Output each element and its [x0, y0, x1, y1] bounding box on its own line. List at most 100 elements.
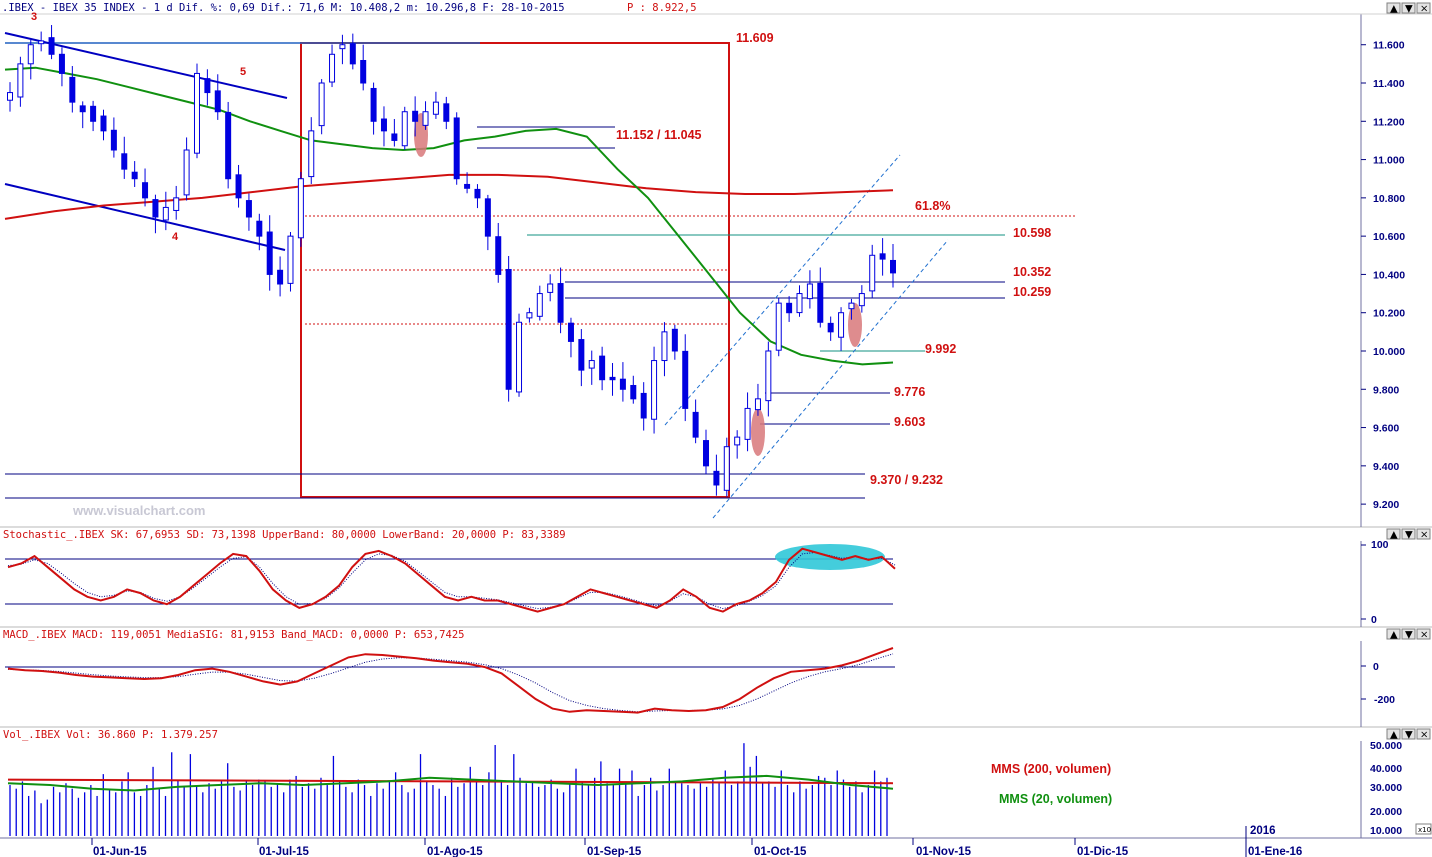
pane-up-button[interactable]: ▲	[1386, 728, 1401, 741]
level-label: 61.8%	[915, 199, 950, 213]
candle-down	[474, 188, 481, 199]
level-label: 11.152 / 11.045	[616, 128, 702, 142]
price-tick-label: 10.400	[1373, 269, 1405, 281]
price-tick-label: 9.200	[1373, 499, 1399, 511]
level-label: 10.598	[1013, 226, 1051, 240]
candle-down	[79, 105, 86, 113]
candle-up	[806, 283, 813, 300]
candle-down	[692, 411, 699, 438]
candle-up	[858, 293, 865, 307]
pane-button-glyph: ▼	[1405, 4, 1413, 15]
candle-up	[838, 312, 845, 338]
wave-label-4: 4	[172, 231, 179, 243]
candle-down	[786, 302, 793, 314]
candle-up	[27, 44, 34, 65]
price-header-p: P : 8.922,5	[627, 2, 697, 14]
candle-up	[516, 321, 523, 393]
date-label: 01-Sep-15	[587, 846, 642, 857]
pane-button-glyph: ×	[1420, 4, 1428, 15]
candle-up	[796, 293, 803, 314]
candle-up	[734, 436, 741, 446]
date-label: 01-Jul-15	[259, 846, 309, 857]
candle-down	[245, 200, 252, 218]
level-label: 11.609	[736, 31, 774, 45]
candle-down	[630, 384, 637, 400]
vol-tick: 10.000	[1370, 825, 1402, 837]
pane-button-glyph: ▲	[1390, 4, 1398, 15]
pane-close-button[interactable]: ×	[1416, 528, 1431, 541]
candle-down	[100, 115, 107, 132]
pane-button-glyph: ▲	[1390, 530, 1398, 541]
candle-down	[484, 198, 491, 237]
year-label: 2016	[1250, 825, 1276, 837]
candle-up	[588, 360, 595, 369]
candle-down	[557, 283, 564, 323]
channel-upper-line	[664, 154, 901, 426]
watermark: www.visualchart.com	[72, 503, 205, 518]
pane-down-button[interactable]: ▼	[1401, 628, 1416, 641]
macd-header: MACD_.IBEX MACD: 119,0051 MediaSIG: 81,9…	[3, 629, 464, 641]
candle-up	[651, 360, 658, 420]
macd-tick-200: -200	[1374, 694, 1395, 706]
candle-down	[879, 253, 886, 260]
candle-down	[578, 339, 585, 371]
level-label: 10.259	[1013, 285, 1051, 299]
wedge-lower-line	[4, 183, 286, 251]
candle-up	[7, 92, 13, 101]
candle-up	[297, 178, 304, 239]
level-label: 9.370 / 9.232	[870, 473, 943, 487]
wave-label-5: 5	[240, 66, 246, 78]
pane-down-button[interactable]: ▼	[1401, 2, 1416, 15]
pane-button-glyph: ▼	[1405, 630, 1413, 641]
mms200-legend: MMS (200, volumen)	[991, 762, 1111, 776]
pane-close-button[interactable]: ×	[1416, 728, 1431, 741]
pane-close-button[interactable]: ×	[1416, 628, 1431, 641]
candle-up	[869, 254, 876, 292]
pane-button-glyph: ▼	[1405, 730, 1413, 741]
pane-up-button[interactable]: ▲	[1386, 2, 1401, 15]
pane-button-glyph: ▲	[1390, 730, 1398, 741]
candle-up	[744, 407, 751, 440]
candle-up	[848, 302, 855, 310]
candle-up	[17, 63, 24, 98]
candle-up	[287, 235, 294, 284]
candle-up	[547, 283, 554, 293]
candle-down	[69, 76, 76, 103]
candle-down	[827, 322, 834, 333]
price-panel: 11.609 11.152 / 11.045 61.8% 10.598 10.3…	[4, 11, 1075, 519]
price-tick-label: 11.400	[1373, 78, 1405, 90]
candle-down	[58, 53, 65, 74]
pane-close-button[interactable]: ×	[1416, 2, 1431, 15]
candle-up	[162, 206, 169, 221]
mms20-legend: MMS (20, volumen)	[999, 792, 1112, 806]
pane-up-button[interactable]: ▲	[1386, 528, 1401, 541]
candle-down	[713, 470, 720, 486]
price-tick-label: 11.000	[1373, 155, 1405, 167]
stoch-sk-line	[7, 547, 896, 613]
pane-down-button[interactable]: ▼	[1401, 728, 1416, 741]
stoch-tick-100: 100	[1371, 539, 1389, 551]
wave-label-3: 3	[31, 11, 37, 23]
vol-tick: 40.000	[1370, 763, 1402, 775]
candle-down	[235, 174, 242, 199]
candle-down	[443, 103, 450, 122]
candle-down	[121, 153, 128, 170]
candle-up	[173, 197, 180, 211]
candle-down	[567, 322, 574, 342]
candle-down	[640, 392, 647, 419]
mms20-volume-line	[7, 774, 894, 792]
date-label: 01-Dic-15	[1077, 846, 1129, 857]
level-label: 9.992	[925, 342, 956, 356]
candle-down	[48, 37, 55, 55]
candle-up	[432, 101, 439, 115]
price-tick-label: 11.200	[1373, 116, 1405, 128]
pane-up-button[interactable]: ▲	[1386, 628, 1401, 641]
candle-up	[661, 331, 668, 362]
candle-down	[110, 129, 117, 151]
pane-down-button[interactable]: ▼	[1401, 528, 1416, 541]
price-tick-label: 9.400	[1373, 461, 1399, 473]
candle-down	[703, 440, 710, 467]
candle-down	[505, 268, 512, 390]
date-axis: 01-Jun-15 01-Jul-15 01-Ago-15 01-Sep-15 …	[91, 825, 1302, 857]
